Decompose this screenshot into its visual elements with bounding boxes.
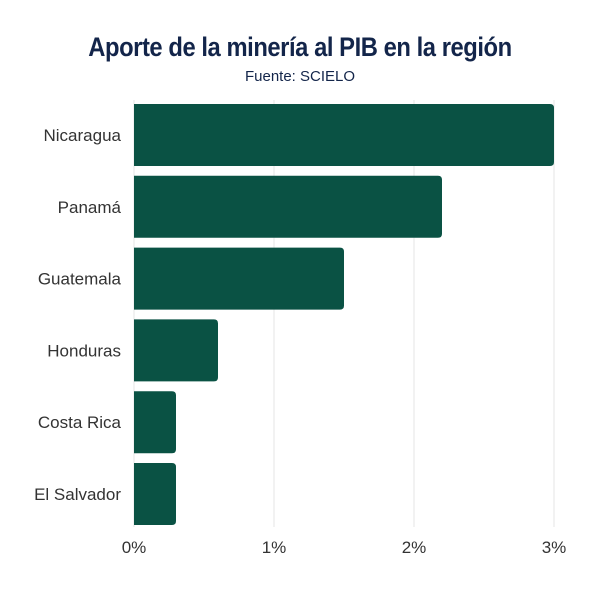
category-label: Honduras bbox=[47, 341, 121, 360]
bar bbox=[134, 391, 176, 454]
category-label: Costa Rica bbox=[38, 413, 122, 432]
x-tick-label: 1% bbox=[262, 538, 287, 557]
category-label: Panamá bbox=[58, 198, 122, 217]
x-tick-label: 2% bbox=[402, 538, 427, 557]
x-tick-label: 0% bbox=[122, 538, 147, 557]
bar bbox=[134, 104, 554, 166]
bar bbox=[134, 175, 442, 238]
bar bbox=[134, 319, 218, 382]
chart-subtitle: Fuente: SCIELO bbox=[244, 68, 356, 85]
category-label: Guatemala bbox=[38, 270, 122, 289]
bar bbox=[134, 247, 344, 310]
category-label: Nicaragua bbox=[44, 126, 122, 145]
category-label: El Salvador bbox=[34, 485, 121, 504]
x-tick-label: 3% bbox=[542, 538, 567, 557]
bar bbox=[134, 463, 176, 525]
chart-title: Aporte de la minería al PIB en la región bbox=[88, 32, 512, 62]
